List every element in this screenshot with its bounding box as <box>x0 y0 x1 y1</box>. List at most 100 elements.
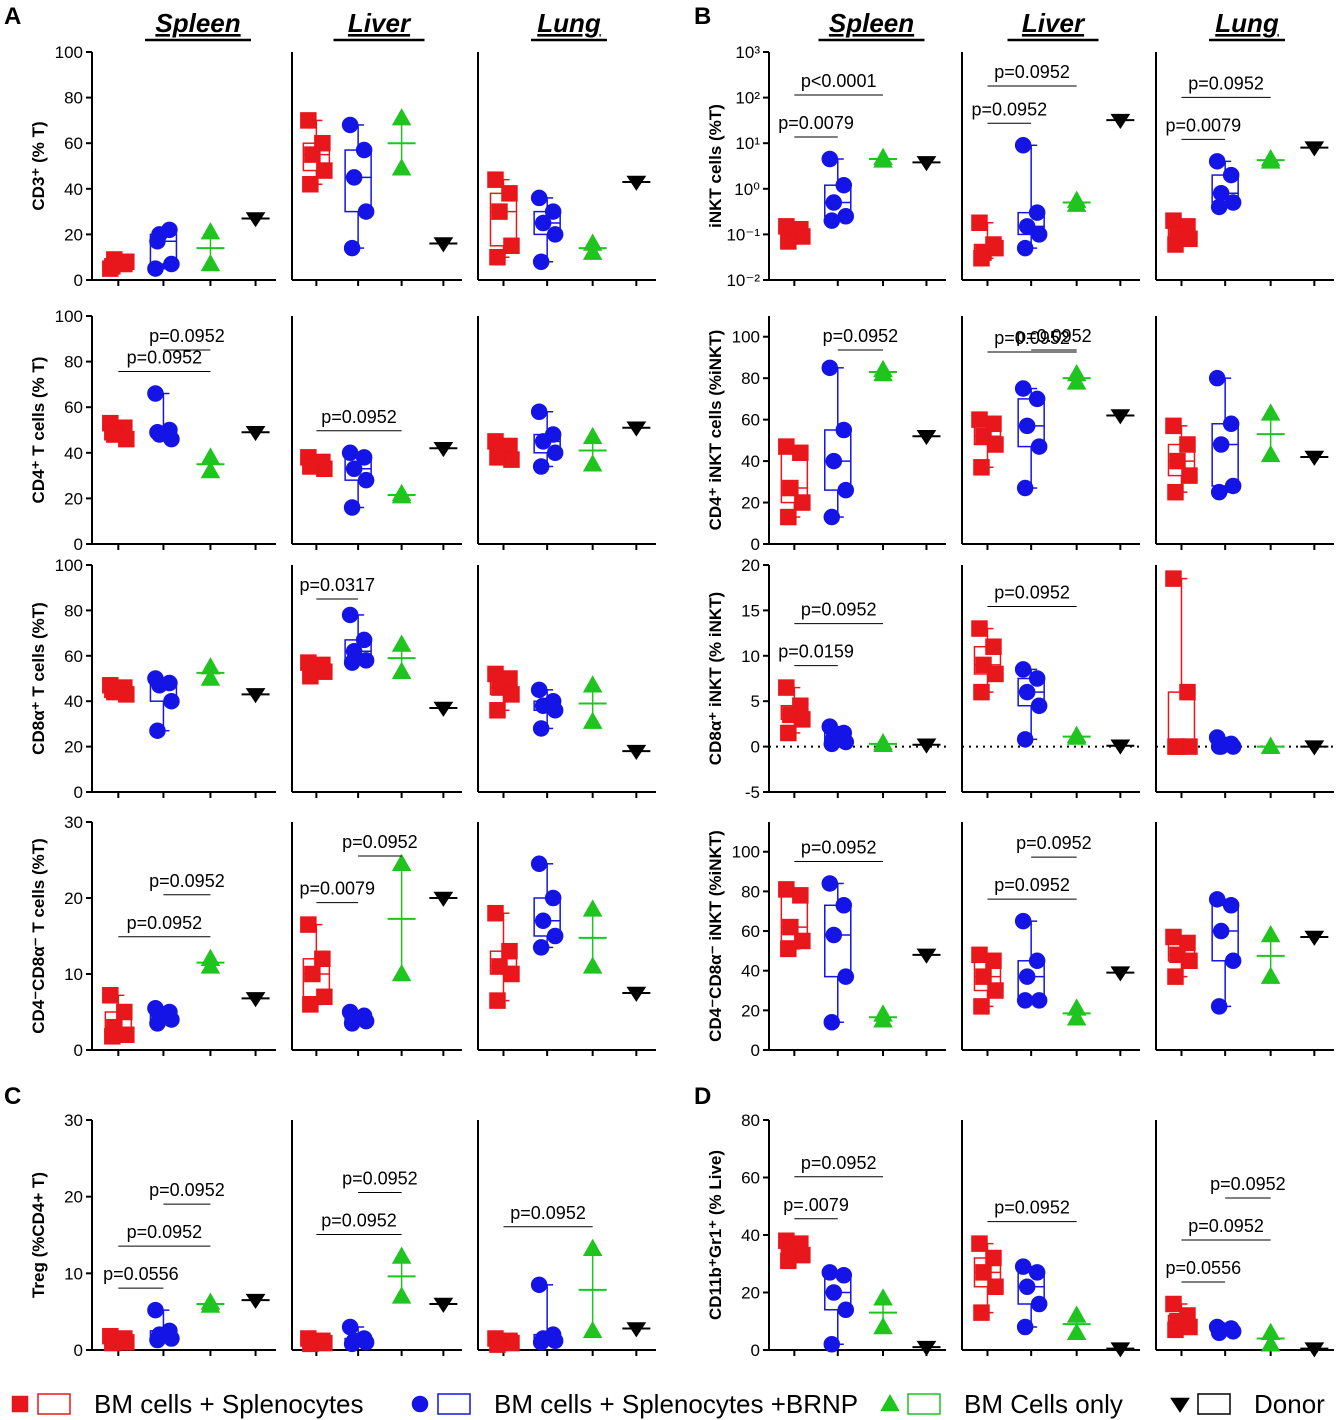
facet-lung <box>1155 565 1338 798</box>
facet-liver: p=0.0952 p=0.0952 <box>961 822 1140 1056</box>
facet-liver: Liver <box>291 8 462 286</box>
data-point-brnp <box>1014 1258 1032 1275</box>
group-bmonly <box>1256 148 1285 169</box>
data-point-brnp <box>341 444 359 462</box>
data-point-brnp <box>1028 670 1046 687</box>
data-point-brnp <box>821 1264 839 1281</box>
data-point-bmspl <box>1167 738 1184 755</box>
y-tick-label: 10 <box>64 1264 83 1283</box>
data-point-bmonly <box>200 254 221 272</box>
data-point-bmspl <box>304 146 321 163</box>
group-brnp <box>147 385 180 448</box>
group-bmspl <box>1165 1295 1198 1339</box>
data-point-brnp <box>341 606 359 624</box>
data-point-brnp <box>821 875 839 892</box>
data-point-brnp <box>1018 1278 1036 1295</box>
data-point-donor <box>245 426 266 442</box>
y-tick-label: 60 <box>64 134 83 153</box>
data-point-bmonly <box>200 222 221 240</box>
y-axis-label: CD8α⁺ iNKT (% iNKT) <box>706 592 725 765</box>
data-point-brnp <box>821 359 839 377</box>
data-point-bmspl <box>1165 570 1182 587</box>
data-point-brnp <box>546 927 564 945</box>
p-value-label: p=0.0952 <box>994 1198 1070 1218</box>
data-point-bmspl <box>116 1003 133 1021</box>
data-point-brnp <box>823 508 841 526</box>
group-brnp <box>821 875 855 1031</box>
organ-title: Lung <box>537 8 601 38</box>
y-tick-label: 100 <box>55 43 83 62</box>
y-tick-label: 20 <box>64 738 83 757</box>
comparison-bracket: p=0.0952 <box>1181 1216 1271 1241</box>
data-point-brnp <box>530 403 548 421</box>
y-tick-label: 30 <box>64 813 83 832</box>
group-brnp <box>1208 891 1242 1015</box>
data-point-bmspl <box>302 458 319 475</box>
data-point-bmspl <box>971 411 988 428</box>
y-tick-label: 80 <box>741 369 760 388</box>
data-point-bmspl <box>503 1334 520 1352</box>
y-tick-label: 60 <box>741 1169 760 1188</box>
y-tick-label: 40 <box>64 692 83 711</box>
data-point-bmspl <box>780 233 797 250</box>
data-point-bmonly <box>391 108 412 126</box>
group-bmspl <box>778 438 811 526</box>
data-point-brnp <box>534 433 552 450</box>
data-point-bmspl <box>300 916 317 933</box>
data-point-bmspl <box>316 162 333 179</box>
data-point-brnp <box>355 449 373 466</box>
group-bmspl <box>1165 570 1198 755</box>
p-value-label: p=0.0079 <box>778 113 854 133</box>
comparison-bracket: p=0.0952 <box>149 871 225 896</box>
data-point-brnp <box>343 1015 361 1032</box>
y-tick-label: 10⁰ <box>734 180 760 199</box>
data-point-bmspl <box>118 686 135 703</box>
group-donor <box>622 986 651 1002</box>
data-point-donor <box>626 175 647 191</box>
data-point-brnp <box>343 1335 361 1353</box>
data-point-bmonly <box>582 454 603 472</box>
p-value-label: p=0.0952 <box>972 99 1048 119</box>
group-brnp <box>341 606 375 671</box>
data-point-brnp <box>532 1334 550 1351</box>
comparison-bracket: p=0.0952 <box>149 326 225 351</box>
legend: BM cells + Splenocytes BM cells + Splenoc… <box>11 1389 1325 1419</box>
group-donor <box>429 701 458 717</box>
comparison-bracket: p=0.0317 <box>299 575 375 600</box>
y-tick-label: 20 <box>741 1284 760 1303</box>
data-point-brnp <box>546 1332 564 1350</box>
p-value-label: p=0.0952 <box>342 832 418 852</box>
data-point-bmonly <box>391 634 412 652</box>
data-point-brnp <box>1014 380 1032 397</box>
data-point-bmonly <box>1066 1008 1087 1026</box>
facet-liver: p=0.0952 <box>291 316 462 550</box>
group-bmonly <box>387 108 416 176</box>
y-tick-label: 0 <box>751 738 760 757</box>
data-point-brnp <box>341 1318 359 1336</box>
data-point-brnp <box>357 203 375 220</box>
data-point-bmspl <box>794 494 811 511</box>
data-point-brnp <box>530 189 548 207</box>
group-bmspl <box>971 1235 1004 1321</box>
comparison-bracket: p=0.0952 <box>1181 73 1271 98</box>
group-brnp <box>147 221 180 277</box>
data-point-bmspl <box>778 679 795 696</box>
data-point-bmspl <box>987 665 1004 683</box>
comparison-bracket: p=0.0952 <box>1210 1174 1286 1199</box>
data-point-donor <box>1304 450 1325 466</box>
y-tick-label: 60 <box>64 647 83 666</box>
y-axis-label: Treg (%CD4+ T) <box>29 1172 48 1298</box>
data-point-bmonly <box>582 426 603 445</box>
group-brnp <box>530 189 564 271</box>
y-tick-label: 80 <box>64 89 83 108</box>
group-bmonly <box>1062 998 1091 1026</box>
data-point-bmspl <box>501 185 518 202</box>
data-point-brnp <box>1030 697 1048 714</box>
data-point-bmspl <box>489 992 506 1009</box>
data-point-bmspl <box>1181 952 1198 970</box>
group-donor <box>622 744 651 761</box>
data-point-bmonly <box>391 158 412 176</box>
y-tick-label: 40 <box>741 962 760 981</box>
data-point-brnp <box>821 150 839 168</box>
y-tick-label: 40 <box>741 1226 760 1245</box>
